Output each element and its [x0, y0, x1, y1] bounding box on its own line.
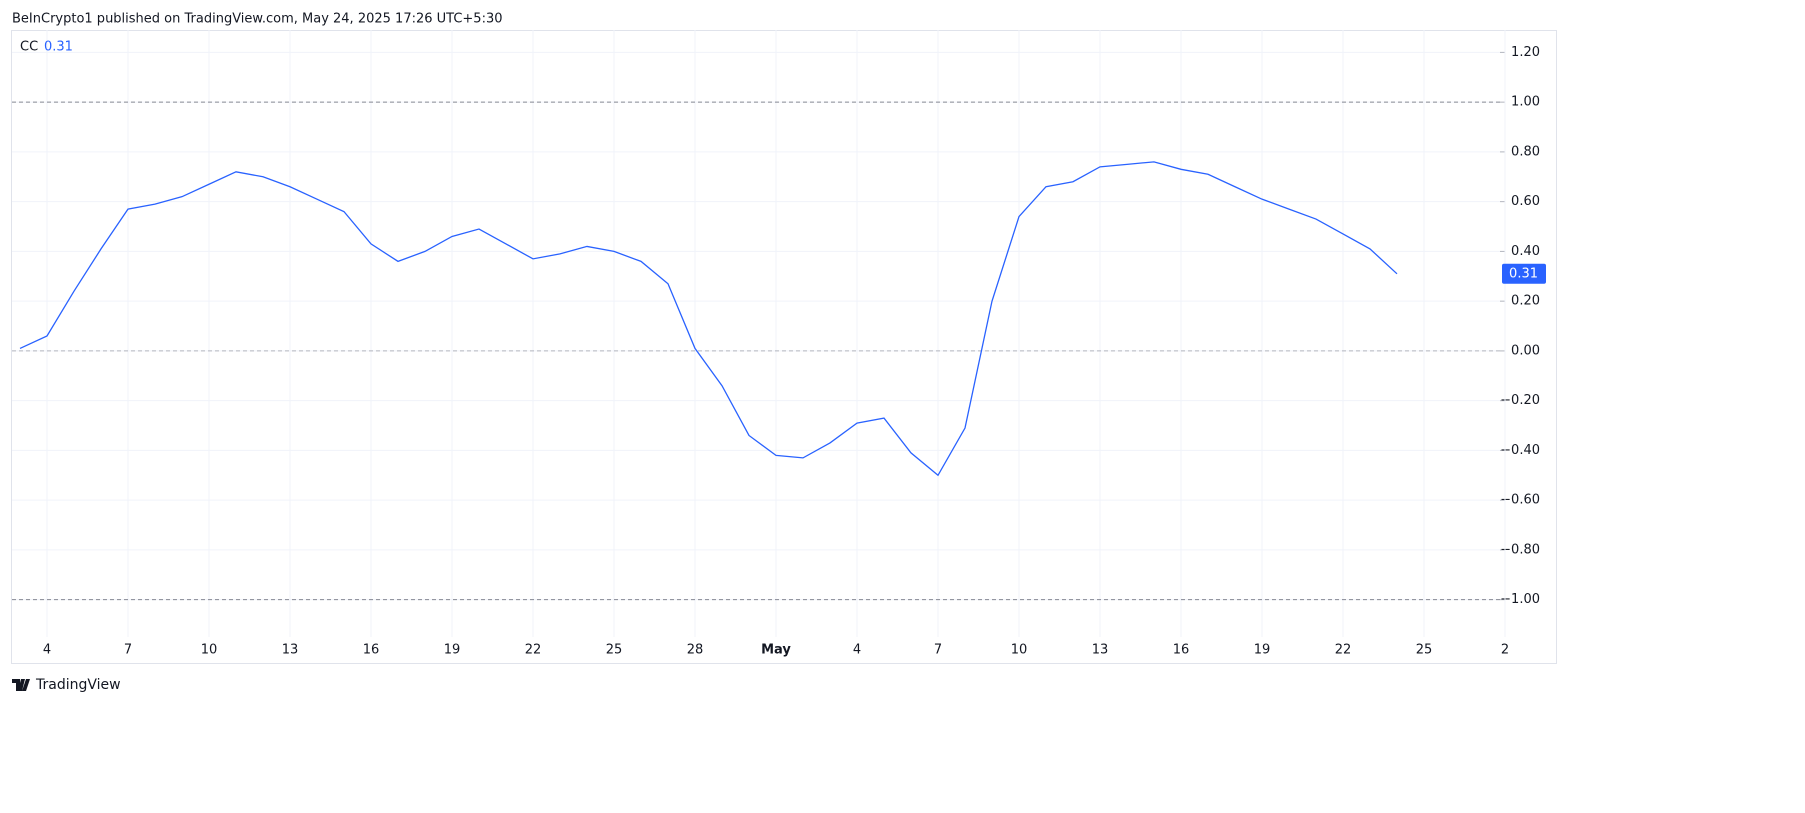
y-tick-label: 0.80: [1511, 144, 1540, 159]
y-tick-label: −0.60: [1500, 493, 1540, 508]
grid: 1.20 1.00 0.80 0.60 0.40 0.20 0.00 −0.20 −0.40 −0…: [12, 30, 1540, 658]
y-tick-label: −1.00: [1500, 592, 1540, 607]
x-tick-label: 4: [43, 643, 51, 658]
y-tick-label: 1.20: [1511, 45, 1540, 60]
x-tick-label: 19: [444, 643, 461, 658]
legend-value: 0.31: [44, 40, 73, 55]
header: BeInCrypto1 published on TradingView.com…: [12, 12, 503, 27]
legend-name: CC: [20, 40, 38, 55]
y-tick-label: −0.20: [1500, 393, 1540, 408]
y-tick-label: 0.60: [1511, 194, 1540, 209]
x-tick-label: May: [761, 643, 791, 658]
y-tick-label: 1.00: [1511, 95, 1540, 110]
x-tick-label: 10: [201, 643, 218, 658]
x-tick-label: 7: [934, 643, 942, 658]
marks: 0.31: [19, 161, 1546, 477]
x-tick-label: 4: [853, 643, 861, 658]
x-tick-label: 7: [124, 643, 132, 658]
footer: TradingView: [35, 677, 121, 693]
y-tick-label: 0.00: [1511, 343, 1540, 358]
y-tick-label: −0.80: [1500, 542, 1540, 557]
series-line: [19, 161, 1398, 477]
x-tick-label: 2: [1501, 643, 1509, 658]
x-tick-label: 16: [1173, 643, 1190, 658]
frame: [11, 30, 1557, 664]
x-tick-label: 13: [282, 643, 299, 658]
y-tick-label: −0.40: [1500, 443, 1540, 458]
y-tick-label: 0.40: [1511, 244, 1540, 259]
x-tick-label: 16: [363, 643, 380, 658]
last-value-label: 0.31: [1509, 266, 1538, 281]
x-tick-label: 28: [687, 643, 704, 658]
x-tick-label: 22: [525, 643, 542, 658]
x-tick-label: 13: [1092, 643, 1109, 658]
x-tick-label: 22: [1335, 643, 1352, 658]
x-tick-label: 19: [1254, 643, 1271, 658]
x-tick-label: 25: [1416, 643, 1433, 658]
footer-logo: TradingView: [12, 677, 121, 693]
x-tick-label: 10: [1011, 643, 1028, 658]
x-tick-label: 25: [606, 643, 623, 658]
last-value-badge: [1502, 263, 1546, 284]
y-tick-label: 0.20: [1511, 294, 1540, 309]
